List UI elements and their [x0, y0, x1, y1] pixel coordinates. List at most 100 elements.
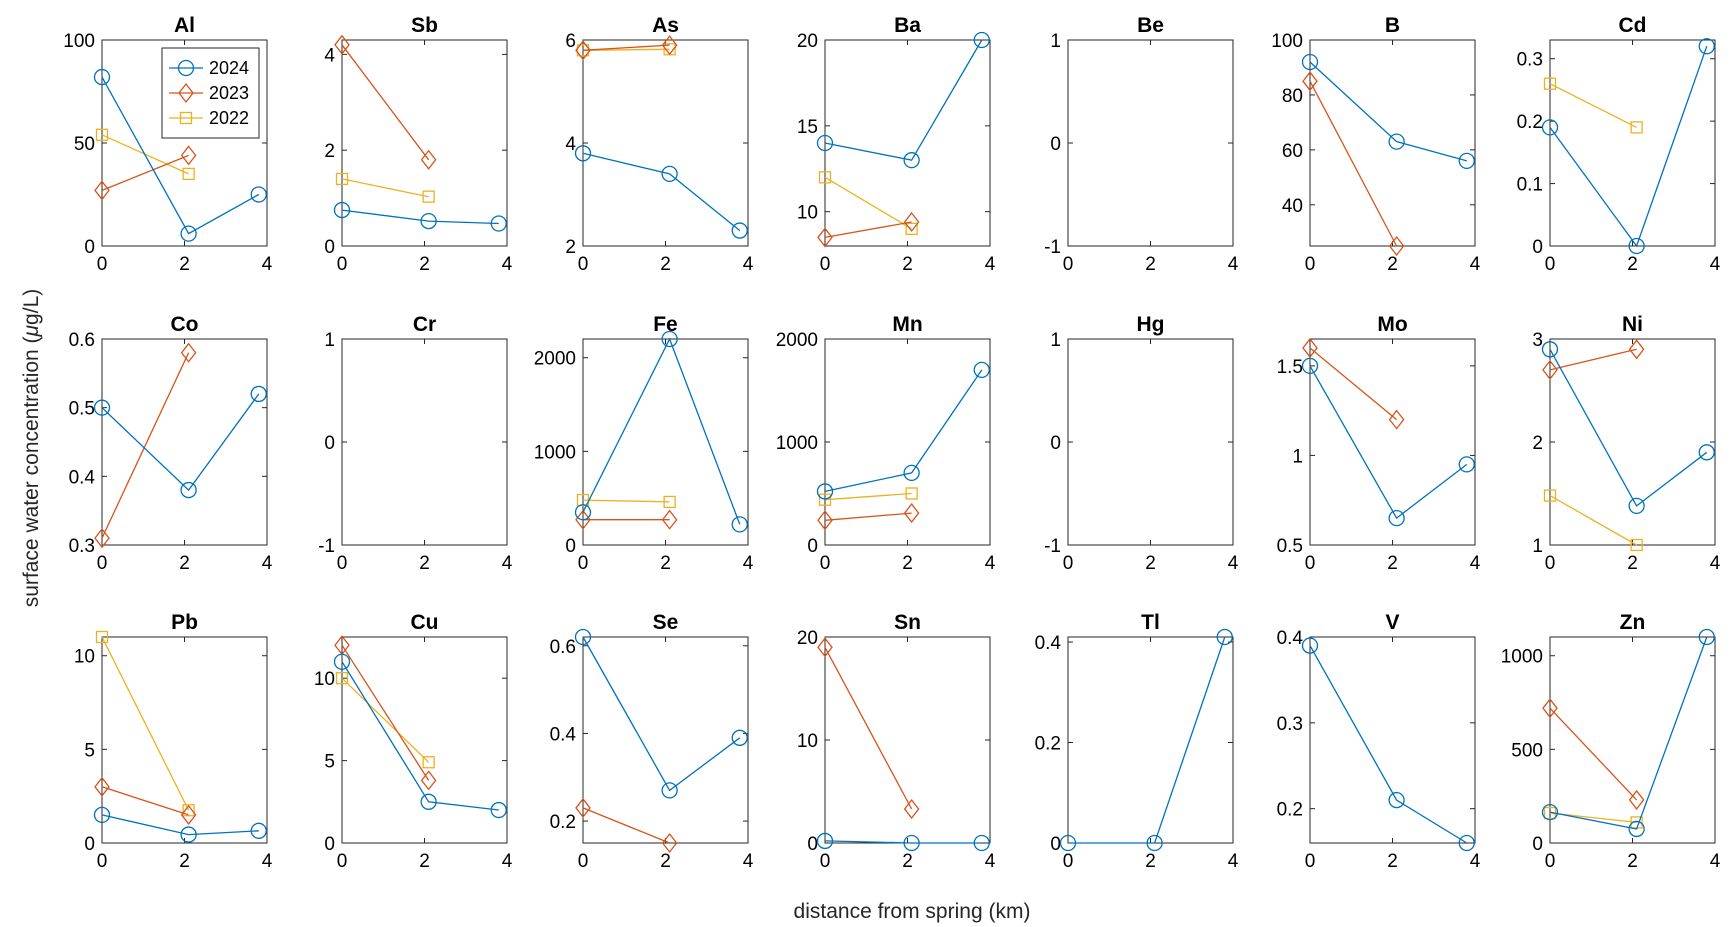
- series-line: [1549, 83, 1637, 128]
- series-line: [101, 786, 189, 816]
- series-line: [824, 176, 912, 230]
- data-point: [731, 729, 748, 746]
- data-point: [816, 832, 834, 850]
- series-line: [101, 636, 190, 811]
- x-tick-label: 4: [1470, 254, 1481, 275]
- x-tick-label: 0: [1305, 851, 1316, 872]
- data-point: [180, 342, 197, 363]
- y-tick-label: 0.6: [550, 637, 576, 658]
- y-tick-label: 2000: [534, 349, 576, 370]
- data-point: [574, 628, 592, 646]
- x-tick-label: 0: [1063, 254, 1074, 275]
- series-line: [824, 646, 913, 810]
- data-point: [1302, 337, 1318, 359]
- x-tick-label: 2: [419, 851, 430, 872]
- y-tick-label: 0.6: [69, 330, 95, 351]
- y-tick-label: 2: [1532, 433, 1543, 454]
- series-2023: [334, 34, 437, 170]
- series-2022: [335, 172, 435, 203]
- panel-cu: Cu 0 2 4 0 5 10: [314, 611, 513, 872]
- data-point: [1543, 77, 1557, 90]
- panel-sb: Sb 0 2 4 0 2 4: [324, 14, 512, 275]
- data-point: [422, 190, 435, 203]
- data-point: [93, 68, 111, 86]
- axes-box: [1549, 636, 1716, 844]
- panel-title: Cd: [1619, 14, 1647, 37]
- legend-label: 2022: [209, 108, 249, 128]
- axes-box: [101, 636, 268, 844]
- x-tick-label: 0: [820, 254, 831, 275]
- series-2023: [817, 503, 920, 531]
- y-tick-label: 1000: [1501, 647, 1543, 668]
- panel-tl: Tl 0 2 4 0 0.2 0.4: [1035, 611, 1239, 872]
- data-point: [333, 201, 351, 219]
- panel-v: V 0 2 4 0.2 0.3 0.4: [1277, 611, 1481, 872]
- data-point: [1216, 628, 1233, 646]
- axes-box: [582, 636, 749, 844]
- x-tick-label: 0: [337, 851, 348, 872]
- panel-title: Sn: [894, 611, 921, 634]
- series-line: [582, 499, 670, 503]
- data-point: [574, 145, 592, 162]
- y-tick-label: 10: [314, 669, 335, 690]
- x-tick-label: 0: [1305, 254, 1316, 275]
- data-point: [817, 510, 833, 531]
- x-tick-label: 0: [97, 254, 108, 275]
- panel-cd: Cd 0 2 4 0 0.1 0.2 0.3: [1517, 14, 1721, 275]
- data-point: [180, 145, 197, 166]
- series-line: [582, 337, 741, 525]
- x-tick-label: 0: [337, 254, 348, 275]
- data-point: [1388, 409, 1405, 430]
- y-tick-label: 20: [797, 628, 818, 649]
- y-tick-label: 0: [324, 433, 335, 454]
- panel-ba: Ba 0 2 4 10 15 20: [797, 14, 996, 275]
- x-tick-label: 4: [262, 553, 273, 574]
- data-point: [250, 385, 267, 403]
- x-tick-label: 0: [1063, 851, 1074, 872]
- data-point: [1630, 121, 1643, 134]
- x-tick-label: 4: [1710, 553, 1721, 574]
- data-point: [182, 804, 195, 817]
- y-tick-label: 80: [1282, 86, 1303, 107]
- series-2023: [575, 35, 678, 61]
- data-point: [334, 34, 350, 55]
- data-point: [661, 330, 678, 348]
- legend-entry-2023: 2023: [169, 82, 249, 104]
- data-point: [182, 167, 195, 181]
- y-tick-label: 0: [84, 237, 95, 258]
- data-point: [1458, 834, 1475, 852]
- axes-box: [1067, 39, 1234, 247]
- series-2024: [1059, 628, 1233, 852]
- panel-title: Fe: [653, 313, 678, 336]
- x-tick-label: 2: [419, 553, 430, 574]
- series-2023: [1542, 339, 1645, 380]
- panel-mo: Mo 0 2 4 0.5 1 1.5: [1277, 313, 1481, 574]
- x-tick-label: 4: [1710, 851, 1721, 872]
- panel-se: Se 0 2 4 0.2 0.4 0.6: [550, 611, 754, 872]
- data-point: [420, 149, 437, 170]
- axes-box: [824, 636, 991, 844]
- y-tick-label: 0.3: [1277, 714, 1303, 735]
- panel-title: As: [652, 14, 679, 37]
- y-tick-label: 0: [565, 536, 576, 557]
- x-tick-label: 0: [820, 851, 831, 872]
- series-2024: [333, 653, 507, 819]
- x-tick-label: 2: [1145, 851, 1156, 872]
- legend-marker: [179, 111, 193, 125]
- y-tick-label: 1: [1292, 446, 1303, 467]
- series-line: [341, 178, 429, 198]
- x-tick-label: 4: [502, 553, 513, 574]
- data-point: [575, 509, 591, 530]
- y-tick-label: 0.3: [1517, 50, 1543, 71]
- axes-box: [1549, 338, 1716, 546]
- y-tick-label: 0.4: [1035, 633, 1062, 654]
- data-point: [1628, 339, 1645, 360]
- series-line: [824, 840, 982, 844]
- data-point: [1628, 237, 1645, 255]
- data-point: [1698, 628, 1715, 646]
- y-tick-label: -1: [1044, 237, 1061, 258]
- x-tick-label: 2: [179, 254, 190, 275]
- x-tick-label: 2: [1387, 851, 1398, 872]
- x-tick-label: 2: [179, 553, 190, 574]
- panel-title: Hg: [1137, 313, 1165, 336]
